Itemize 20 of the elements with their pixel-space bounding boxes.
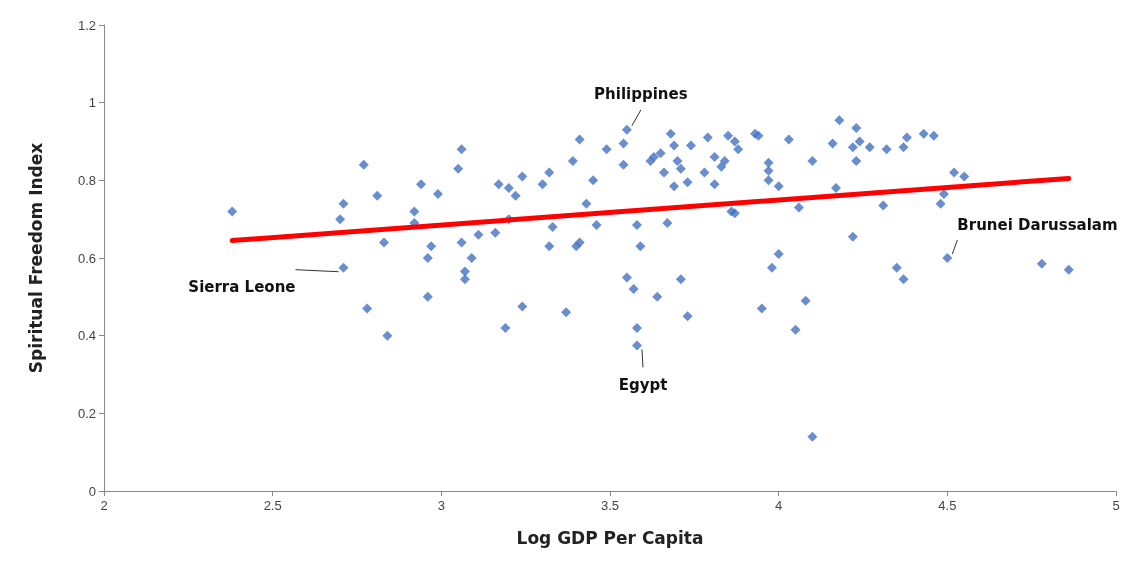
x-tick-label: 2.5 xyxy=(263,498,282,513)
annotation: Brunei Darussalam xyxy=(957,215,1118,234)
x-tick-label: 4.5 xyxy=(938,498,957,513)
y-tick-label: 0.4 xyxy=(77,328,96,344)
x-tick-label: 3.5 xyxy=(600,498,620,513)
annotation: Egypt xyxy=(618,375,668,394)
y-tick-label: 1 xyxy=(88,95,96,111)
x-tick-label: 3 xyxy=(437,498,445,513)
y-tick-label: 0 xyxy=(88,483,96,499)
y-tick-label: 0.6 xyxy=(77,250,96,266)
y-tick-label: 0.8 xyxy=(77,172,96,188)
y-tick-label: 0.2 xyxy=(77,405,96,421)
x-tick-label: 5 xyxy=(1112,498,1120,513)
x-axis-title: Log GDP Per Capita xyxy=(516,527,704,548)
y-tick-label: 1.2 xyxy=(77,17,96,33)
y-axis-title: Spiritual Freedom Index xyxy=(25,142,46,374)
x-tick-label: 2 xyxy=(100,498,108,513)
x-tick-label: 4 xyxy=(775,498,783,513)
annotation: Philippines xyxy=(594,85,688,104)
annotation: Sierra Leone xyxy=(188,278,296,297)
